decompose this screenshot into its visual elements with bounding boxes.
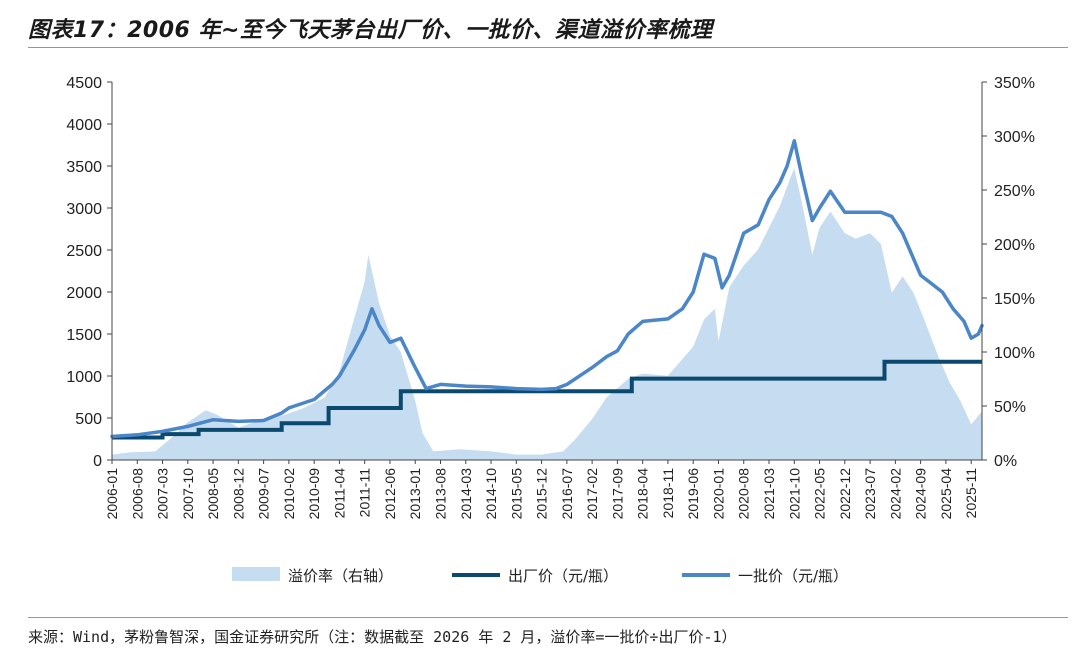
x-tick-label: 2023-07 — [862, 468, 878, 520]
x-tick-label: 2017-02 — [584, 468, 600, 520]
premium-area-layer — [112, 168, 982, 460]
x-tick-label: 2011-11 — [357, 468, 373, 518]
x-tick-label: 2022-05 — [812, 468, 828, 520]
left-tick-label: 1000 — [66, 369, 102, 386]
x-tick-label: 2019-06 — [685, 468, 701, 520]
legend-swatch-premium — [232, 567, 280, 581]
left-tick-label: 4500 — [66, 75, 102, 92]
left-tick-label: 3500 — [66, 159, 102, 176]
x-tick-label: 2016-07 — [559, 468, 575, 520]
right-tick-label: 50% — [994, 399, 1026, 416]
legend-label: 溢价率（右轴） — [288, 567, 393, 585]
left-tick-label: 1500 — [66, 327, 102, 344]
x-tick-label: 2008-12 — [230, 468, 246, 520]
legend: 溢价率（右轴） 出厂价（元/瓶） 一批价（元/瓶） — [232, 567, 848, 585]
price-lines-layer — [110, 139, 984, 440]
chart-title: 图表17：2006 年~至今飞天茅台出厂价、一批价、渠道溢价率梳理 — [28, 18, 713, 43]
left-tick-label: 2000 — [66, 285, 102, 302]
x-tick-label: 2022-12 — [837, 468, 853, 520]
axes: 0 500 1000 1500 2000 2500 3000 3500 4000 4500 0% 50… — [66, 75, 1035, 519]
x-tick-label: 2018-11 — [660, 468, 676, 519]
left-tick-label: 0 — [93, 453, 102, 470]
left-tick-label: 4000 — [66, 117, 102, 134]
x-tick-label: 2015-12 — [534, 468, 550, 520]
x-tick-label: 2010-09 — [306, 468, 322, 520]
x-tick-label: 2021-10 — [786, 468, 802, 520]
footer-divider — [28, 617, 1068, 618]
right-tick-label: 0% — [994, 453, 1017, 470]
x-tick-label: 2025-04 — [938, 468, 954, 520]
x-tick-label: 2024-09 — [913, 468, 929, 520]
x-tick-label: 2007-03 — [155, 468, 171, 520]
x-tick-label: 2025-11 — [963, 468, 979, 519]
left-tick-label: 500 — [75, 411, 102, 428]
x-tick-label: 2007-10 — [180, 468, 196, 520]
legend-label: 出厂价（元/瓶） — [508, 567, 618, 585]
x-tick-label: 2012-06 — [382, 468, 398, 520]
x-tick-label: 2020-08 — [736, 468, 752, 520]
x-tick-label: 2011-04 — [331, 468, 347, 519]
right-tick-label: 300% — [994, 129, 1035, 146]
x-tick-label: 2021-03 — [761, 468, 777, 520]
x-tick-label: 2017-09 — [609, 468, 625, 520]
x-tick-label: 2020-01 — [711, 468, 727, 520]
x-tick-label: 2009-07 — [256, 468, 272, 520]
x-tick-label: 2006-08 — [129, 468, 145, 520]
x-tick-label: 2013-01 — [407, 468, 423, 520]
right-tick-label: 200% — [994, 237, 1035, 254]
legend-label: 一批价（元/瓶） — [738, 567, 848, 585]
x-tick-label: 2010-02 — [281, 468, 297, 520]
x-tick-label: 2024-02 — [887, 468, 903, 520]
x-tick-label: 2008-05 — [205, 468, 221, 520]
title-divider — [28, 47, 1068, 48]
x-tick-label: 2006-01 — [104, 468, 120, 520]
x-tick-label: 2015-05 — [508, 468, 524, 520]
premium-rate-area — [112, 168, 982, 460]
factory-price-line — [112, 359, 982, 440]
left-tick-label: 2500 — [66, 243, 102, 260]
left-tick-label: 3000 — [66, 201, 102, 218]
right-tick-label: 150% — [994, 291, 1035, 308]
x-tick-label: 2018-04 — [635, 468, 651, 520]
right-tick-label: 350% — [994, 75, 1035, 92]
chart: 0 500 1000 1500 2000 2500 3000 3500 4000 4500 0% 50… — [66, 75, 1035, 585]
right-tick-label: 100% — [994, 345, 1035, 362]
right-tick-label: 250% — [994, 183, 1035, 200]
wholesale-price-line — [110, 139, 984, 439]
source-note: 来源：Wind，茅粉鲁智深，国金证券研究所（注：数据截至 2026 年 2 月，… — [28, 628, 737, 646]
x-tick-label: 2014-03 — [458, 468, 474, 520]
x-tick-label: 2014-10 — [483, 468, 499, 520]
x-tick-label: 2013-08 — [433, 468, 449, 520]
